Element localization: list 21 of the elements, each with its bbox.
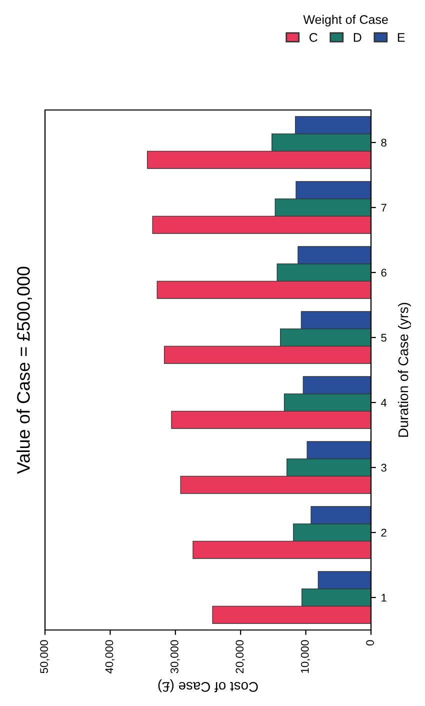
legend-label: E [398,33,405,42]
y-tick-label: 8 [381,138,386,147]
y-axis-title: Duration of Case (yrs) [398,302,411,437]
x-tick-label: 40,000 [105,640,114,674]
y-tick-label: 2 [381,528,386,537]
x-tick-label: 20,000 [236,640,245,674]
text: Value of Case = £500,000 [16,266,32,474]
y-tick-label: 4 [380,398,387,407]
legend-label: D [354,33,362,42]
y-tick-label: 1 [382,594,386,602]
x-tick-label: 50,000 [40,640,50,674]
y-tick-label: 7 [381,204,386,212]
x-tick-label: 30,000 [170,640,180,674]
y-tick-label: 5 [381,334,386,342]
x-axis-title: Cost of Case (£) [158,679,258,692]
y-tick-label: 3 [381,464,386,472]
legend-title: Weight of Case [303,14,388,26]
legend-label: C [309,33,318,42]
x-tick-label: 0 [366,640,374,646]
x-tick-label: 10,000 [300,640,310,673]
y-tick-label: 6 [381,268,386,277]
